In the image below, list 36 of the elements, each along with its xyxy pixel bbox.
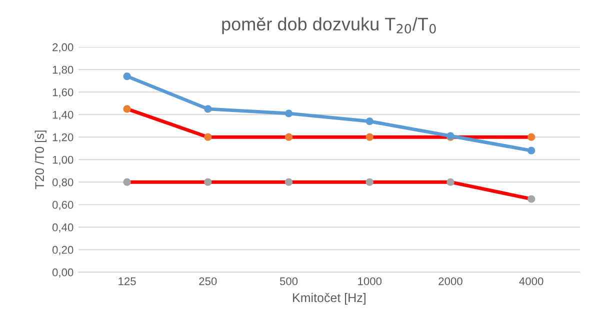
point	[123, 105, 131, 113]
y-tick-label: 2,00	[52, 43, 74, 52]
point	[204, 133, 212, 141]
point	[528, 133, 536, 141]
x-tick-label: 1000	[358, 277, 382, 286]
y-tick-label: 0,00	[52, 268, 74, 278]
y-axis-title: T20 /T0 [s]	[34, 130, 46, 190]
y-tick-label: 0,60	[52, 200, 74, 210]
x-axis-title: Kmitočet [Hz]	[293, 292, 366, 305]
y-tick-label: 1,80	[52, 66, 74, 75]
x-tick-label: 4000	[519, 277, 544, 286]
x-tick-label: 125	[118, 277, 136, 286]
point	[284, 178, 293, 186]
point	[123, 178, 131, 186]
y-tick-label: 0,20	[52, 246, 74, 256]
point	[446, 178, 454, 186]
y-tick-label: 0,40	[52, 223, 74, 233]
x-tick-label: 250	[199, 277, 217, 286]
point	[204, 105, 212, 113]
y-tick-label: 1,00	[52, 156, 74, 166]
y-tick-label: 1,60	[52, 88, 74, 98]
point	[366, 178, 374, 186]
point	[366, 133, 374, 141]
x-tick-label: 2000	[438, 277, 462, 286]
point	[123, 72, 131, 80]
point	[284, 110, 293, 118]
point	[366, 118, 374, 126]
y-tick-label: 1,20	[52, 133, 74, 143]
point	[284, 133, 293, 141]
x-tick-label: 500	[280, 277, 298, 286]
point	[204, 178, 212, 186]
point	[528, 195, 536, 203]
point	[528, 146, 536, 154]
chart-title: poměr dob dozvuku T$_{20}$/T$_{0}$	[222, 17, 436, 34]
y-tick-label: 1,40	[52, 110, 74, 120]
y-tick-label: 0,80	[52, 178, 74, 188]
